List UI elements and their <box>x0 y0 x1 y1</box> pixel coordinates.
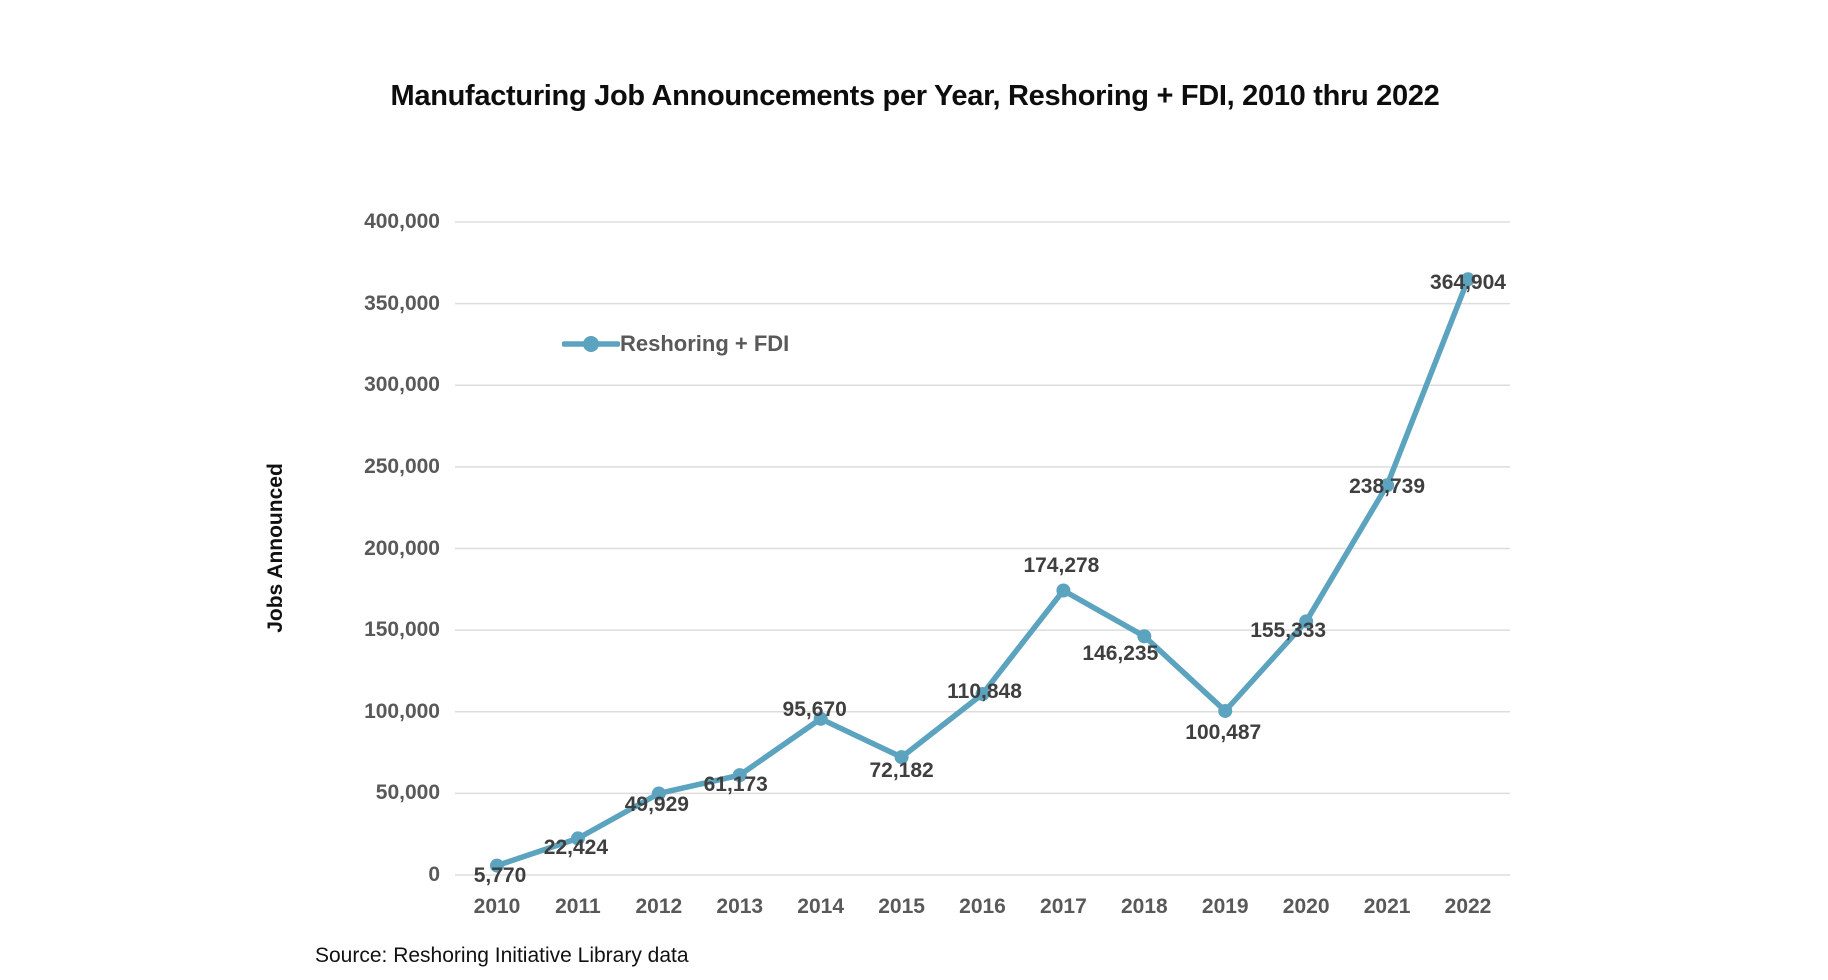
data-point-marker-2010 <box>490 858 504 873</box>
y-tick-label: 250,000 <box>364 454 440 478</box>
source-note: Source: Reshoring Initiative Library dat… <box>315 944 689 967</box>
x-tick-label: 2014 <box>797 895 845 918</box>
x-tick-label: 2013 <box>716 895 764 918</box>
x-tick-label: 2016 <box>959 895 1006 918</box>
data-label-2014: 95,670 <box>782 697 847 721</box>
legend-line-marker-icon <box>562 336 620 352</box>
x-tick-label: 2019 <box>1201 895 1249 918</box>
y-tick-label: 150,000 <box>364 618 440 642</box>
y-tick-label: 350,000 <box>364 291 440 315</box>
data-point-marker-2020 <box>1299 614 1314 629</box>
data-point-marker-2013 <box>732 768 747 783</box>
data-point-marker-2021 <box>1380 478 1395 493</box>
x-tick-label: 2010 <box>473 895 521 918</box>
x-tick-label: 2020 <box>1282 895 1330 918</box>
x-tick-label: 2012 <box>635 895 683 918</box>
y-tick-label: 0 <box>428 863 440 886</box>
x-tick-label: 2015 <box>878 895 925 918</box>
data-label-2016: 110,848 <box>947 680 1022 704</box>
series-line-reshoring-fdi <box>494 276 1471 869</box>
x-tick-label: 2018 <box>1120 895 1168 918</box>
data-label-2022: 364,904 <box>1430 271 1506 295</box>
data-point-marker-2011 <box>570 831 585 846</box>
y-tick-label: 50,000 <box>375 781 440 805</box>
x-tick-label: 2017 <box>1040 895 1087 918</box>
data-label-2015: 72,182 <box>869 759 934 783</box>
x-tick-label: 2022 <box>1444 895 1492 918</box>
y-tick-label: 100,000 <box>364 699 440 723</box>
chart-title: Manufacturing Job Announcements per Year… <box>390 80 1440 112</box>
data-label-2010: 5,770 <box>473 863 527 887</box>
data-label-2017: 174,278 <box>1023 554 1100 578</box>
data-label-2018: 146,235 <box>1082 642 1159 666</box>
data-point-marker-2015 <box>894 750 909 765</box>
data-label-2020: 155,333 <box>1250 619 1327 643</box>
data-point-marker-2022 <box>1461 272 1475 287</box>
data-point-marker-2016 <box>975 687 990 702</box>
data-point-marker-2014 <box>813 711 828 726</box>
data-label-2019: 100,487 <box>1185 720 1262 744</box>
x-tick-label: 2011 <box>555 895 601 918</box>
data-point-marker-2012 <box>651 786 666 801</box>
legend-label: Reshoring + FDI <box>620 331 790 356</box>
legend: Reshoring + FDI <box>562 330 789 358</box>
data-label-2011: 22,424 <box>543 836 609 860</box>
x-tick-label: 2021 <box>1363 895 1411 918</box>
y-tick-label: 400,000 <box>364 210 440 233</box>
data-point-marker-2017 <box>1056 583 1071 598</box>
data-label-2013: 61,173 <box>703 773 768 797</box>
data-point-marker-2019 <box>1218 703 1233 718</box>
data-label-2021: 238,739 <box>1349 475 1426 499</box>
data-label-2012: 49,929 <box>624 793 689 817</box>
data-point-marker-2018 <box>1137 629 1152 644</box>
y-tick-label: 300,000 <box>364 373 440 397</box>
y-tick-label: 200,000 <box>364 536 440 560</box>
